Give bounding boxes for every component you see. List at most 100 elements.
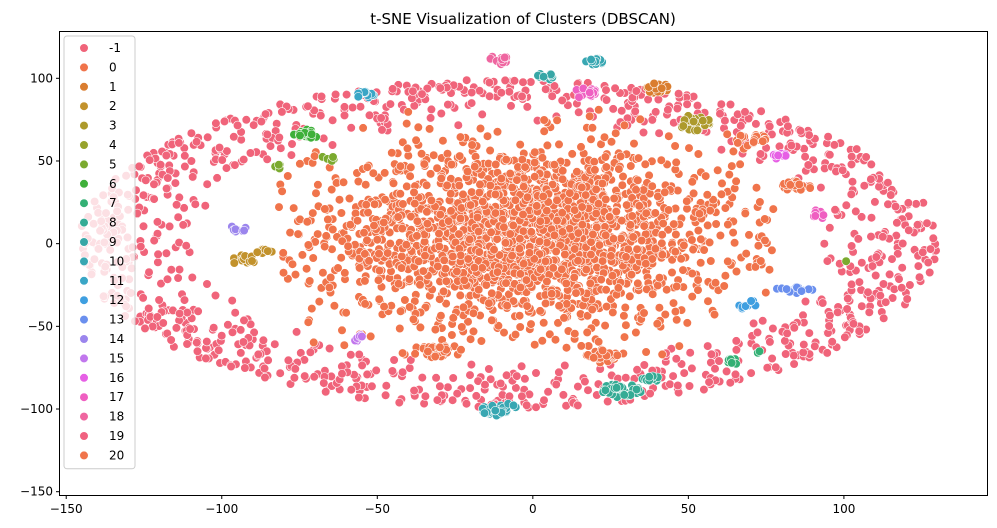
point-cluster-0 <box>549 230 560 240</box>
point-cluster-0 <box>398 137 408 147</box>
point-cluster-0 <box>438 136 448 146</box>
point-cluster--1 <box>219 116 230 126</box>
point-cluster--1 <box>346 385 356 395</box>
point-cluster-0 <box>621 320 631 330</box>
point-cluster--1 <box>236 325 246 335</box>
point-cluster-0 <box>485 145 495 156</box>
point-cluster-0 <box>625 291 635 301</box>
point-cluster-0 <box>547 180 558 190</box>
point-cluster-0 <box>358 123 368 133</box>
point-cluster--1 <box>223 320 233 330</box>
point-cluster--1 <box>573 400 583 411</box>
point-cluster-0 <box>569 272 579 283</box>
legend-marker <box>79 159 89 169</box>
point-cluster--1 <box>480 380 490 390</box>
point-cluster-0 <box>522 192 533 202</box>
point-cluster--1 <box>547 91 557 101</box>
point-cluster--1 <box>263 355 273 365</box>
legend-marker <box>79 412 89 422</box>
point-cluster-0 <box>379 302 389 312</box>
point-cluster--1 <box>475 86 485 96</box>
point-cluster-0 <box>475 123 486 134</box>
point-cluster--1 <box>520 374 530 384</box>
point-cluster-0 <box>373 275 384 285</box>
point-cluster--1 <box>465 370 475 380</box>
point-cluster--1 <box>651 107 661 117</box>
point-cluster--1 <box>601 95 612 105</box>
point-cluster--1 <box>376 113 386 123</box>
point-cluster-0 <box>750 262 761 272</box>
point-cluster--1 <box>260 372 270 383</box>
point-cluster-0 <box>729 238 740 248</box>
point-cluster--1 <box>863 287 873 297</box>
point-cluster--1 <box>692 100 703 111</box>
point-cluster-0 <box>402 118 412 129</box>
point-cluster--1 <box>573 382 583 392</box>
point-cluster-0 <box>753 241 764 251</box>
point-cluster-0 <box>380 195 390 205</box>
point-cluster-0 <box>576 142 586 152</box>
point-cluster-0 <box>415 322 426 333</box>
point-cluster-0 <box>755 197 765 207</box>
legend-marker <box>79 256 89 267</box>
point-cluster-0 <box>361 180 371 190</box>
point-cluster--1 <box>795 126 806 136</box>
point-cluster--1 <box>417 89 427 99</box>
point-cluster-0 <box>597 256 608 266</box>
point-cluster--1 <box>551 379 561 390</box>
legend-marker <box>79 334 89 344</box>
point-cluster-0 <box>549 160 559 170</box>
point-cluster--1 <box>925 267 935 278</box>
point-cluster-0 <box>626 270 637 280</box>
point-cluster--1 <box>217 331 227 341</box>
point-cluster-0 <box>446 189 456 199</box>
point-cluster--1 <box>337 369 347 379</box>
point-cluster-0 <box>504 289 514 300</box>
point-cluster-0 <box>388 178 399 188</box>
point-cluster--1 <box>319 133 329 143</box>
point-cluster--1 <box>203 132 213 142</box>
point-cluster--1 <box>348 102 358 113</box>
point-cluster--1 <box>789 359 799 369</box>
point-cluster--1 <box>138 190 149 200</box>
point-cluster-0 <box>554 139 564 149</box>
point-cluster-0 <box>413 122 423 132</box>
point-cluster-0 <box>648 289 658 299</box>
point-cluster--1 <box>517 391 527 401</box>
point-cluster-0 <box>412 216 423 226</box>
point-cluster-0 <box>709 310 720 320</box>
point-cluster--1 <box>846 189 856 199</box>
point-cluster--1 <box>871 270 881 281</box>
point-cluster-0 <box>565 188 575 198</box>
point-cluster--1 <box>768 323 778 334</box>
point-cluster-0 <box>639 308 649 318</box>
point-cluster-0 <box>352 216 363 226</box>
point-cluster--1 <box>202 279 212 289</box>
point-cluster-0 <box>404 274 414 284</box>
point-cluster-0 <box>663 225 673 235</box>
legend-label: 7 <box>109 196 117 210</box>
point-cluster-0 <box>562 299 572 309</box>
point-cluster-2 <box>229 258 239 268</box>
point-cluster--1 <box>765 337 775 347</box>
point-cluster-0 <box>430 325 441 335</box>
point-cluster-0 <box>478 197 488 207</box>
point-cluster-0 <box>542 206 552 216</box>
point-cluster--1 <box>841 200 851 210</box>
point-cluster--1 <box>925 244 936 254</box>
point-cluster-0 <box>374 294 384 304</box>
point-cluster-0 <box>767 245 777 255</box>
point-cluster-0 <box>740 208 750 218</box>
point-cluster--1 <box>339 102 350 112</box>
point-cluster-3 <box>698 116 708 126</box>
point-cluster--1 <box>522 102 532 112</box>
point-cluster-12 <box>746 296 756 306</box>
point-cluster-0 <box>585 278 595 289</box>
legend-label: 19 <box>109 429 124 443</box>
point-cluster--1 <box>149 179 159 189</box>
point-cluster--1 <box>912 220 923 230</box>
point-cluster-0 <box>688 245 698 255</box>
point-cluster-13 <box>796 286 807 296</box>
point-cluster-0 <box>664 131 674 141</box>
point-cluster-0 <box>397 251 407 261</box>
